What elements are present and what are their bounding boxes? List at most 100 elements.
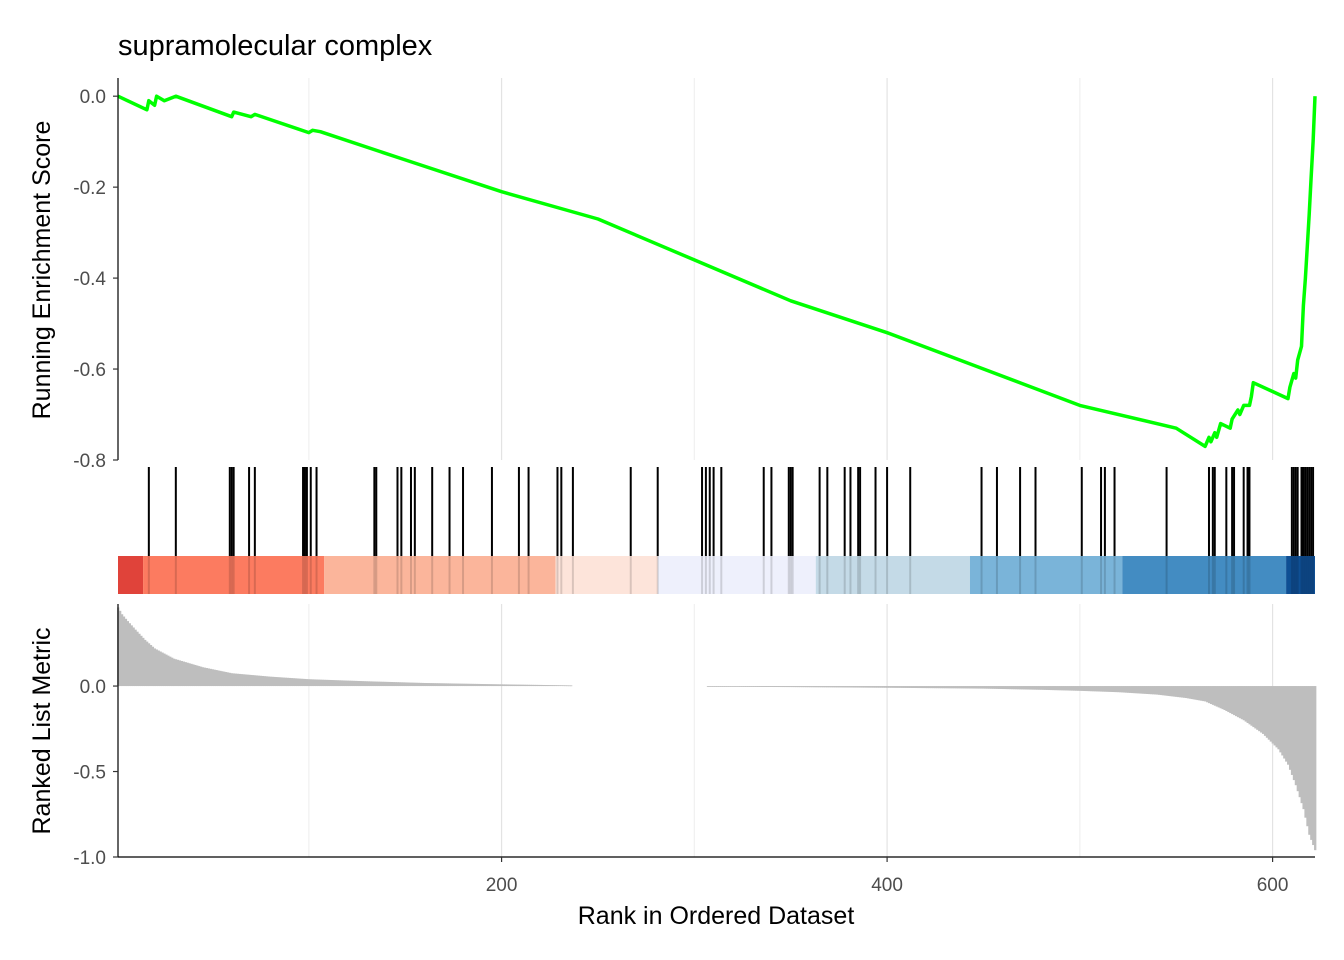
ranked-metric-bar <box>845 686 848 688</box>
ranked-metric-bar <box>1038 686 1041 690</box>
ranked-metric-bar <box>562 685 565 687</box>
ranked-metric-bar <box>356 680 359 687</box>
ranked-metric-bar <box>1240 686 1244 720</box>
ranked-metric-bar <box>782 686 785 688</box>
ranked-metric-y-tick-label: 0.0 <box>80 677 106 698</box>
ranked-metric-bar <box>527 684 530 687</box>
ranked-metric-bar <box>489 684 492 687</box>
ranked-metric-bar <box>323 679 326 687</box>
ranked-metric-bar <box>554 685 557 687</box>
ranked-metric-bar <box>926 686 929 689</box>
ranked-metric-bar <box>710 686 714 687</box>
ranked-metric-bar <box>307 679 311 687</box>
ranked-metric-bar <box>924 686 928 689</box>
ranked-metric-bar <box>348 680 351 687</box>
ranked-metric-bar <box>246 674 249 687</box>
ranked-metric-bar <box>957 686 960 689</box>
ranked-metric-bar <box>870 686 874 688</box>
ranked-metric-bar <box>1117 686 1120 693</box>
ranked-metric-bar <box>529 684 532 687</box>
ranked-metric-bar <box>290 678 293 687</box>
ranked-metric-bar <box>830 686 833 688</box>
ranked-metric-bar <box>471 683 475 687</box>
ranked-metric-bar <box>433 683 436 687</box>
ranked-metric-bar <box>891 686 895 688</box>
ranked-metric-bar <box>404 682 407 687</box>
ranked-metric-bar <box>1186 686 1190 699</box>
ranked-metric-bar <box>1231 686 1234 715</box>
ranked-metric-bar <box>1001 686 1005 690</box>
ranked-metric-bar <box>1011 686 1014 690</box>
ranked-metric-bar <box>824 686 827 688</box>
ranked-metric-bar <box>564 685 567 687</box>
ranked-metric-bar <box>922 686 926 689</box>
ranked-metric-bar <box>267 676 270 687</box>
ranked-metric-bar <box>259 675 263 687</box>
ranked-metric-bar <box>768 686 771 687</box>
ranked-metric-bar <box>963 686 966 689</box>
ranked-metric-bar <box>772 686 775 688</box>
ranked-metric-bar <box>945 686 949 689</box>
ranked-metric-bar <box>1128 686 1132 693</box>
ranked-metric-bar <box>1275 686 1278 748</box>
ranked-metric-bar <box>367 681 370 687</box>
ranked-metric-bar <box>363 681 367 687</box>
ranked-metric-bar <box>144 639 147 687</box>
ranked-metric-bar <box>396 682 399 687</box>
ranked-metric-bar <box>199 666 203 687</box>
ranked-metric-bar <box>406 682 409 687</box>
ranked-metric-bar <box>868 686 872 688</box>
running-score-panel: 0.0 -0.2 -0.4 -0.6 -0.8 Running Enrichment S… <box>28 78 1317 472</box>
ranked-metric-bar <box>716 686 719 687</box>
ranked-metric-bar <box>377 681 380 687</box>
ranked-metric-bar <box>1215 686 1219 707</box>
ranked-metric-bar <box>1123 686 1126 693</box>
ranked-metric-bar <box>284 677 288 687</box>
ranked-metric-bar <box>517 684 521 687</box>
ranked-metric-bar <box>132 627 135 687</box>
ranked-metric-bar <box>375 681 378 687</box>
ranked-metric-bar <box>1024 686 1028 690</box>
ranked-metric-bar <box>1115 686 1118 693</box>
ranked-metric-bar <box>248 674 251 687</box>
ranked-metric-bar <box>1209 686 1213 705</box>
ranked-metric-bar <box>851 686 854 688</box>
ranked-metric-bar <box>1287 686 1290 765</box>
ranked-metric-bar <box>928 686 931 689</box>
ranked-metric-bar <box>805 686 808 688</box>
ranked-metric-bar <box>739 686 742 687</box>
ranked-metric-bar <box>951 686 954 689</box>
ranked-metric-bar <box>947 686 951 689</box>
ranked-metric-bar <box>224 672 228 687</box>
ranked-metric-bar <box>458 683 461 687</box>
ranked-metric-bar <box>410 682 413 687</box>
ranked-metric-bar <box>774 686 777 688</box>
ranked-metric-bar <box>188 663 191 687</box>
ranked-metric-bar <box>182 661 185 687</box>
ranked-metric-bar <box>1204 686 1207 702</box>
ranked-metric-bar <box>1125 686 1128 693</box>
ranked-metric-bar <box>286 677 289 687</box>
ranked-metric-bar <box>197 666 201 687</box>
ranked-metric-bar <box>431 683 434 687</box>
ranked-metric-bar <box>940 686 943 689</box>
ranked-metric-bar <box>1142 686 1145 694</box>
ranked-metric-bar <box>506 684 509 687</box>
ranked-metric-bar <box>487 684 490 687</box>
ranked-metric-bar <box>244 674 247 687</box>
ranked-metric-bar <box>1154 686 1157 695</box>
ranked-metric-bar <box>994 686 997 689</box>
ranked-metric-bar <box>211 669 214 687</box>
ranked-metric-bar <box>251 675 255 687</box>
ranked-metric-bar <box>760 686 764 687</box>
ranked-metric-bar <box>1144 686 1147 694</box>
ranked-metric-bar <box>776 686 779 688</box>
ranked-metric-bar <box>1252 686 1255 728</box>
ranked-metric-bar <box>184 662 187 687</box>
ranked-metric-bar <box>920 686 924 689</box>
ranked-metric-bar <box>1113 686 1116 693</box>
ranked-metric-bar <box>1061 686 1064 691</box>
ranked-metric-bar <box>1290 686 1294 775</box>
ranked-metric-bar <box>531 684 534 687</box>
ranked-metric-bar <box>884 686 887 688</box>
